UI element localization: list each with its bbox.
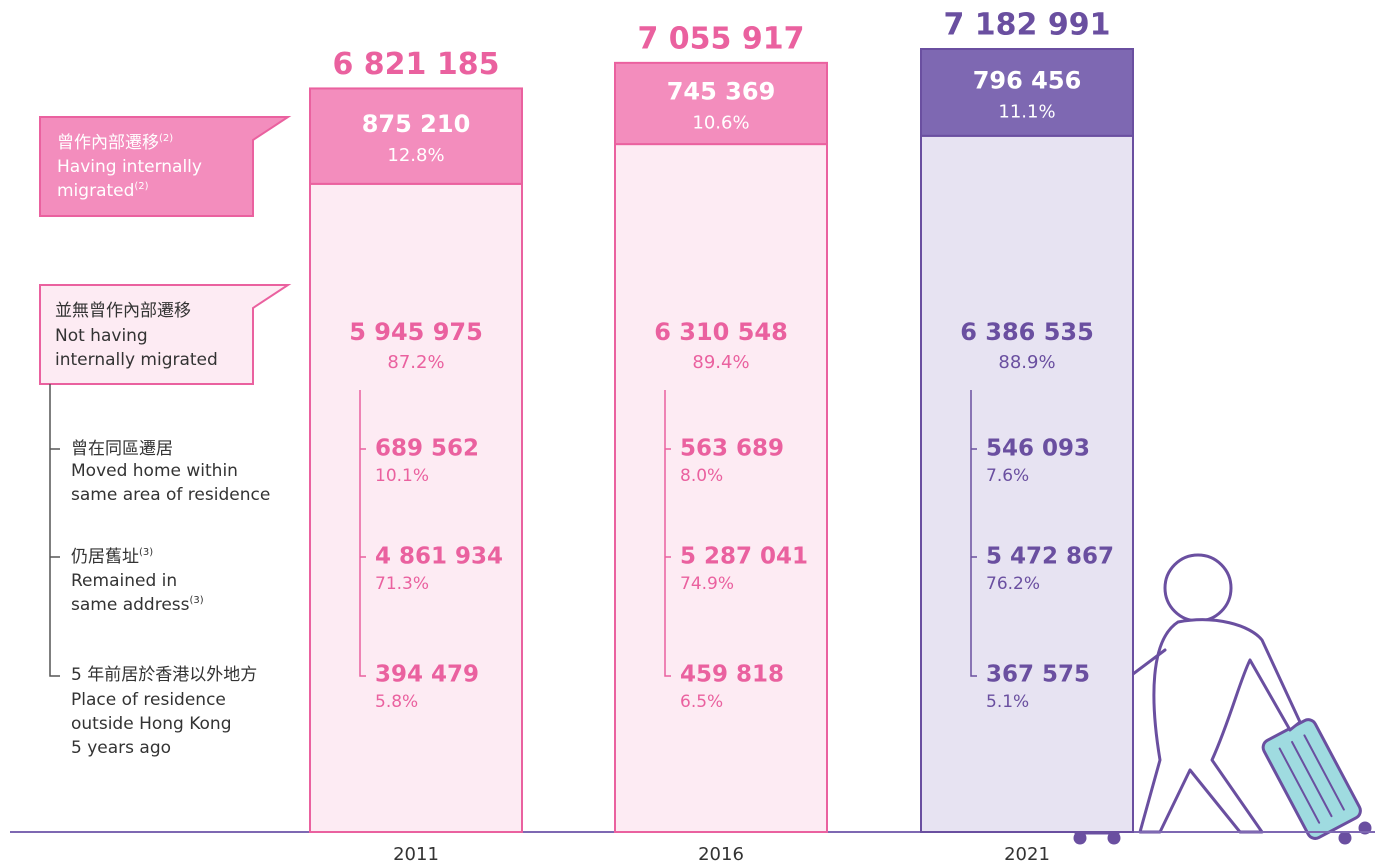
total-label: 7 055 917 (637, 21, 804, 56)
legend-label-zh: 曾在同區遷居 (71, 439, 173, 459)
breakdown-value: 459 818 (680, 662, 784, 688)
legend-label-en-text: internally migrated (55, 350, 218, 370)
legend-label-en: same address(3) (71, 595, 204, 616)
total-label: 6 821 185 (332, 47, 499, 82)
legend-tree (50, 384, 60, 676)
legend-label-zh-text: 5 年前居於香港以外地方 (71, 665, 257, 685)
value-label: 875 210 (362, 110, 471, 138)
share-label: 89.4% (692, 352, 749, 373)
breakdown-share: 6.5% (680, 692, 723, 712)
value-label: 745 369 (667, 77, 776, 105)
breakdown-share: 7.6% (986, 466, 1029, 486)
breakdown-share: 74.9% (680, 574, 734, 594)
legend-label-zh-text: 並無曾作內部遷移 (55, 301, 191, 321)
breakdown-value: 5 472 867 (986, 544, 1114, 570)
chart: 曾作內部遷移(2)Having internallymigrated(2)並無曾… (0, 0, 1375, 866)
share-label: 12.8% (387, 145, 444, 166)
value-label: 796 456 (973, 66, 1082, 94)
bar-segment (615, 144, 827, 832)
value-label: 6 386 535 (960, 318, 1094, 346)
share-label: 11.1% (998, 101, 1055, 122)
legend-label-en-text: same address (71, 595, 190, 615)
legend-label-en-text: outside Hong Kong (71, 714, 232, 734)
breakdown-value: 546 093 (986, 436, 1090, 462)
legend-label-zh: 仍居舊址(3) (71, 547, 153, 568)
legend-label-en-text: Not having (55, 326, 148, 346)
value-label: 6 310 548 (654, 318, 788, 346)
superscript-note: (3) (190, 595, 204, 606)
value-label: 5 945 975 (349, 318, 483, 346)
legend-label-en-text: Having internally (57, 157, 202, 177)
superscript-note: (3) (139, 547, 153, 558)
breakdown-value: 394 479 (375, 662, 479, 688)
breakdown-share: 76.2% (986, 574, 1040, 594)
breakdown-value: 689 562 (375, 436, 479, 462)
breakdown-share: 5.8% (375, 692, 418, 712)
x-tick-label: 2016 (698, 844, 744, 865)
share-label: 87.2% (387, 352, 444, 373)
total-label: 7 182 991 (943, 8, 1110, 43)
legend-label-en-text: Place of residence (71, 690, 226, 710)
share-label: 10.6% (692, 112, 749, 133)
legend-label-zh: 並無曾作內部遷移 (55, 301, 191, 321)
x-tick-label: 2011 (393, 844, 439, 865)
bar-segment (310, 184, 522, 832)
superscript-note: (2) (159, 133, 173, 144)
x-tick-label: 2021 (1004, 844, 1050, 865)
legend-label-en: 5 years ago (71, 738, 171, 758)
legend-label-en-text: migrated (57, 181, 134, 201)
legend-label-en: Not having (55, 326, 148, 346)
legend-label-zh: 曾作內部遷移(2) (57, 133, 173, 154)
legend-label-zh-text: 曾在同區遷居 (71, 439, 173, 459)
legend-label-zh: 5 年前居於香港以外地方 (71, 665, 257, 685)
breakdown-value: 563 689 (680, 436, 784, 462)
legend-label-en: outside Hong Kong (71, 714, 232, 734)
breakdown-share: 71.3% (375, 574, 429, 594)
legend-label-en-text: 5 years ago (71, 738, 171, 758)
breakdown-value: 4 861 934 (375, 544, 503, 570)
breakdown-value: 367 575 (986, 662, 1090, 688)
legend-label-en-text: Moved home within (71, 461, 238, 481)
superscript-note: (2) (134, 181, 148, 192)
legend-label-en: Moved home within (71, 461, 238, 481)
page: 曾作內部遷移(2)Having internallymigrated(2)並無曾… (0, 0, 1375, 866)
legend-label-en: Place of residence (71, 690, 226, 710)
legend-label-en-text: same area of residence (71, 485, 270, 505)
breakdown-share: 10.1% (375, 466, 429, 486)
legend-label-zh-text: 仍居舊址 (71, 547, 139, 567)
breakdown-share: 8.0% (680, 466, 723, 486)
legend-label-en: Remained in (71, 571, 177, 591)
breakdown-value: 5 287 041 (680, 544, 808, 570)
legend-label-en: same area of residence (71, 485, 270, 505)
legend-label-en: internally migrated (55, 350, 218, 370)
legend-label-zh-text: 曾作內部遷移 (57, 133, 159, 153)
legend-label-en-text: Remained in (71, 571, 177, 591)
share-label: 88.9% (998, 352, 1055, 373)
legend-label-en: Having internally (57, 157, 202, 177)
breakdown-share: 5.1% (986, 692, 1029, 712)
